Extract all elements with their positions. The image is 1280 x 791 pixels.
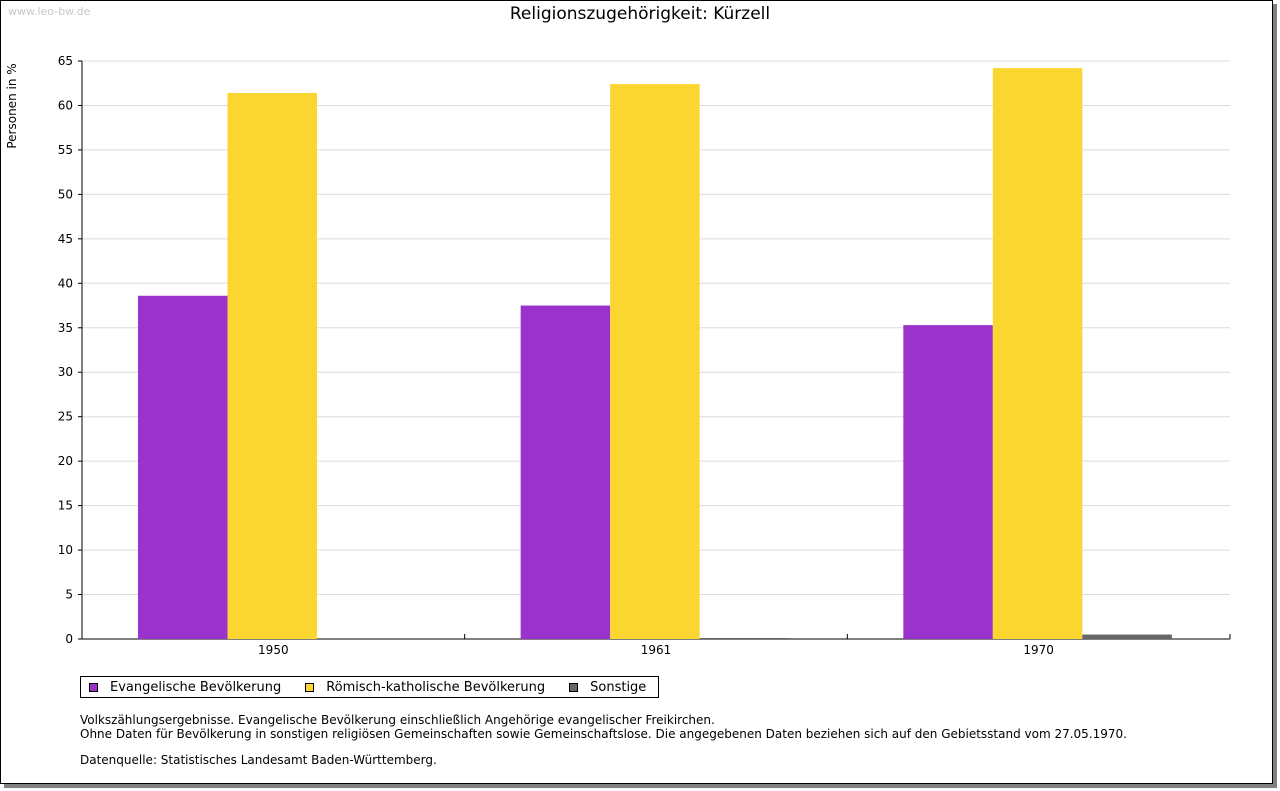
bar-1970-3 xyxy=(1082,634,1172,639)
y-tick-label-30: 30 xyxy=(58,365,73,379)
legend-label: Evangelische Bevölkerung xyxy=(110,679,282,695)
legend-swatch xyxy=(569,682,579,692)
chart-title: Religionszugehörigkeit: Kürzell xyxy=(509,4,771,24)
y-tick-label-5: 5 xyxy=(65,588,73,602)
x-tick-label-1970: 1970 xyxy=(1023,643,1054,657)
bar-1961-3 xyxy=(699,638,790,639)
data-source: Datenquelle: Statistisches Landesamt Bad… xyxy=(80,753,437,767)
y-tick-label-15: 15 xyxy=(58,499,73,513)
legend-swatch xyxy=(89,682,98,692)
bar-1950-1 xyxy=(138,295,228,639)
notes: Volkszählungsergebnisse. Evangelische Be… xyxy=(80,713,1127,767)
y-tick-label-50: 50 xyxy=(58,187,73,201)
legend-swatch xyxy=(305,682,315,692)
y-tick-label-10: 10 xyxy=(58,543,73,557)
legend-entry-1: Evangelische Bevölkerung xyxy=(89,680,281,695)
y-tick-label-55: 55 xyxy=(58,143,73,157)
y-tick-label-20: 20 xyxy=(58,454,73,468)
legend-label: Sonstige xyxy=(590,679,647,695)
note-line-2: Ohne Daten für Bevölkerung in sonstigen … xyxy=(80,727,1127,741)
y-tick-label-25: 25 xyxy=(58,410,73,424)
x-tick-label-1950: 1950 xyxy=(258,643,289,657)
legend: Evangelische Bevölkerung Römisch-katholis… xyxy=(80,676,660,698)
y-tick-label-35: 35 xyxy=(58,321,73,335)
bar-1961-1 xyxy=(520,305,611,639)
y-tick-label-0: 0 xyxy=(65,632,73,646)
bar-1950-2 xyxy=(227,93,317,639)
legend-entry-2: Römisch-katholische Bevölkerung xyxy=(305,680,545,695)
note-line-1: Volkszählungsergebnisse. Evangelische Be… xyxy=(80,713,715,727)
y-tick-label-60: 60 xyxy=(58,98,73,112)
bar-1961-2 xyxy=(610,84,700,640)
bar-1970-1 xyxy=(903,325,993,639)
legend-entry-3: Sonstige xyxy=(569,680,646,695)
y-tick-label-65: 65 xyxy=(58,54,73,68)
bar-chart: 0 5 10 15 20 25 30 35 40 45 50 55 60 65 Personen in % 1… xyxy=(5,54,1231,657)
watermark: www.leo-bw.de xyxy=(8,5,91,18)
x-tick-label-1961: 1961 xyxy=(641,643,672,657)
y-axis-label: Personen in % xyxy=(5,63,19,148)
y-tick-label-40: 40 xyxy=(58,276,73,290)
legend-label: Römisch-katholische Bevölkerung xyxy=(326,679,546,695)
y-tick-label-45: 45 xyxy=(58,232,73,246)
bar-1970-2 xyxy=(992,68,1083,640)
